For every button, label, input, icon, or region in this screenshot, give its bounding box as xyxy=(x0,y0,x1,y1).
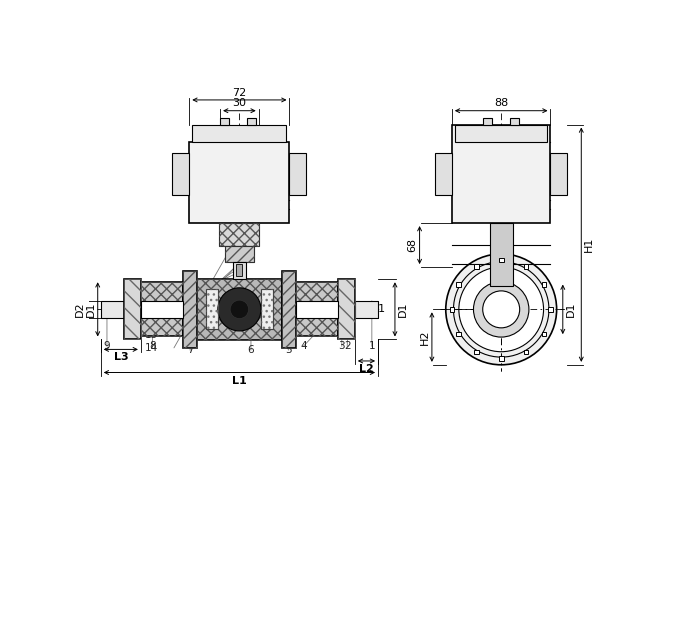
Bar xyxy=(295,283,338,337)
Bar xyxy=(189,142,290,223)
Text: 68: 68 xyxy=(407,238,417,252)
Bar xyxy=(124,279,141,340)
Bar xyxy=(233,261,246,279)
Bar xyxy=(206,289,218,329)
Text: 10: 10 xyxy=(146,297,158,307)
Text: D1: D1 xyxy=(566,302,576,317)
Bar xyxy=(355,301,378,318)
Bar xyxy=(295,301,338,318)
Circle shape xyxy=(483,291,519,328)
Bar xyxy=(281,271,295,348)
Bar xyxy=(550,153,568,196)
Bar xyxy=(219,223,260,247)
Bar xyxy=(290,153,307,196)
Bar xyxy=(141,283,183,337)
Circle shape xyxy=(459,267,543,351)
Bar xyxy=(172,153,189,196)
Text: L1: L1 xyxy=(232,376,247,386)
Bar xyxy=(338,279,355,340)
Text: 5: 5 xyxy=(286,345,292,355)
Bar xyxy=(524,350,528,355)
Bar xyxy=(247,119,256,125)
Text: L2: L2 xyxy=(359,364,374,374)
Text: D1: D1 xyxy=(85,302,95,317)
Bar xyxy=(542,283,546,287)
Bar xyxy=(456,332,461,337)
Circle shape xyxy=(218,288,261,331)
Text: 9: 9 xyxy=(104,342,111,351)
Bar xyxy=(183,271,197,348)
Text: 14: 14 xyxy=(146,343,158,353)
Bar xyxy=(197,279,281,340)
Bar xyxy=(490,223,512,286)
Bar xyxy=(475,265,479,269)
Circle shape xyxy=(230,300,248,319)
Bar xyxy=(237,264,242,276)
Bar xyxy=(338,279,355,340)
Text: 4: 4 xyxy=(300,342,307,351)
Bar xyxy=(261,289,272,329)
Bar xyxy=(141,283,183,337)
Bar xyxy=(456,283,461,287)
Text: D2: D2 xyxy=(75,302,85,317)
Circle shape xyxy=(473,282,529,337)
Bar xyxy=(225,247,254,261)
Bar xyxy=(193,125,286,142)
Bar xyxy=(475,350,479,355)
Bar xyxy=(197,279,281,340)
Bar xyxy=(483,119,492,125)
Text: 7: 7 xyxy=(187,345,193,355)
Bar xyxy=(499,356,503,361)
Bar xyxy=(219,223,260,247)
Bar xyxy=(261,289,272,329)
Text: 30: 30 xyxy=(232,98,246,109)
Bar xyxy=(124,279,141,340)
Text: 8: 8 xyxy=(149,342,155,351)
Bar xyxy=(548,307,553,312)
Text: D1: D1 xyxy=(398,302,408,317)
Bar xyxy=(452,125,550,223)
Bar xyxy=(206,289,218,329)
Circle shape xyxy=(446,254,556,365)
Text: 2: 2 xyxy=(344,342,351,351)
Bar xyxy=(183,271,197,348)
Text: H2: H2 xyxy=(419,329,430,345)
Bar xyxy=(281,271,295,348)
Text: H1: H1 xyxy=(584,237,594,252)
Bar xyxy=(225,247,254,261)
Bar xyxy=(220,119,230,125)
Bar xyxy=(455,125,547,142)
Bar xyxy=(510,119,519,125)
Text: 11: 11 xyxy=(146,307,158,317)
Bar xyxy=(449,307,454,312)
Bar xyxy=(295,283,338,337)
Text: 3: 3 xyxy=(339,342,345,351)
Text: 6: 6 xyxy=(248,345,254,355)
Text: 72: 72 xyxy=(232,88,246,97)
Bar xyxy=(101,301,124,318)
Text: 13: 13 xyxy=(146,330,158,340)
Text: L3: L3 xyxy=(113,353,128,363)
Bar xyxy=(435,153,452,196)
Bar xyxy=(499,258,503,263)
Text: 1: 1 xyxy=(368,342,375,351)
Text: 12: 12 xyxy=(146,317,158,327)
Text: d1: d1 xyxy=(372,304,386,314)
Bar xyxy=(542,332,546,337)
Bar xyxy=(524,265,528,269)
Text: 88: 88 xyxy=(494,98,508,109)
Bar xyxy=(141,301,183,318)
